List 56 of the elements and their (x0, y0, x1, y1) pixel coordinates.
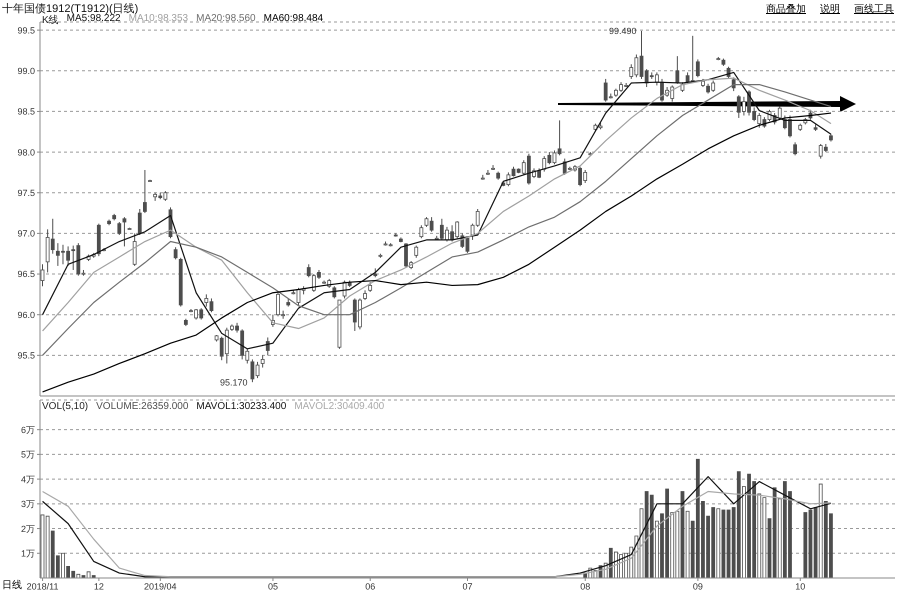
candlestick (174, 246, 178, 260)
text: 日线 (2, 580, 22, 591)
annotation: 95.170 (220, 377, 248, 388)
candlestick (726, 66, 730, 80)
x-tick-label: 07 (462, 581, 473, 592)
x-tick-label: 2018/11 (26, 581, 58, 592)
candlestick (419, 224, 424, 239)
y-tick-label: 98.0 (17, 147, 35, 158)
candlestick (122, 216, 126, 247)
line-series (42, 112, 832, 393)
candlestick (142, 169, 147, 214)
x-tick-label: 10 (795, 581, 806, 592)
candlestick (680, 82, 684, 92)
candlestick (368, 282, 372, 292)
text: 商品叠加 (766, 2, 806, 16)
x-tick-label: 09 (692, 581, 703, 592)
annotation: 99.490 (609, 26, 637, 36)
y-tick-label: 98.5 (17, 106, 35, 117)
y-tick-label: 2万 (20, 524, 35, 534)
y-tick-label: 5万 (20, 450, 35, 460)
candlestick (260, 354, 265, 368)
y-tick-label: 6万 (20, 424, 35, 435)
x-tick-label: 12 (94, 581, 104, 592)
candlestick (117, 222, 122, 236)
y-tick-label: 97.5 (17, 188, 35, 198)
text: 说明 (820, 3, 840, 16)
x-tick-label: 2019/04 (144, 581, 177, 592)
text: MA10:98.353 (128, 13, 188, 26)
y-tick-label: 95.5 (17, 350, 35, 361)
y-tick-label: 99.5 (17, 25, 35, 36)
y-tick-label: 4万 (20, 474, 35, 484)
y-tick-label: 3万 (20, 499, 35, 510)
legend-title: VOL(5,10) (42, 401, 88, 412)
candlestick (40, 264, 44, 287)
y-tick-label: 99.0 (17, 66, 35, 76)
text: MAVOL1:30233.400 (196, 401, 286, 412)
text: MAVOL2:30409.400 (294, 401, 384, 412)
text: MA20:98.560 (196, 13, 256, 26)
chart-title: 十年国债1912(T1912)(日线) (2, 2, 138, 15)
text: MA60:98.484 (264, 13, 324, 26)
x-tick-label: 05 (268, 581, 278, 592)
y-tick-label: 1万 (20, 548, 35, 558)
x-tick-label: 06 (365, 581, 376, 592)
y-tick-label: 97.0 (17, 228, 35, 239)
text: MA5:98.222 (66, 13, 121, 26)
candlestick (675, 56, 680, 84)
text: VOLUME:26359.000 (96, 401, 188, 412)
text: 画线工具 (854, 2, 894, 16)
candlestick (363, 290, 367, 301)
candlestick (793, 142, 798, 156)
y-tick-label: 96.5 (17, 269, 35, 280)
candlestick (696, 58, 700, 78)
legend-title: K线 (42, 14, 59, 27)
x-tick-label: 08 (580, 581, 590, 592)
candlestick (138, 208, 142, 236)
y-tick-label: 96.0 (17, 310, 35, 320)
